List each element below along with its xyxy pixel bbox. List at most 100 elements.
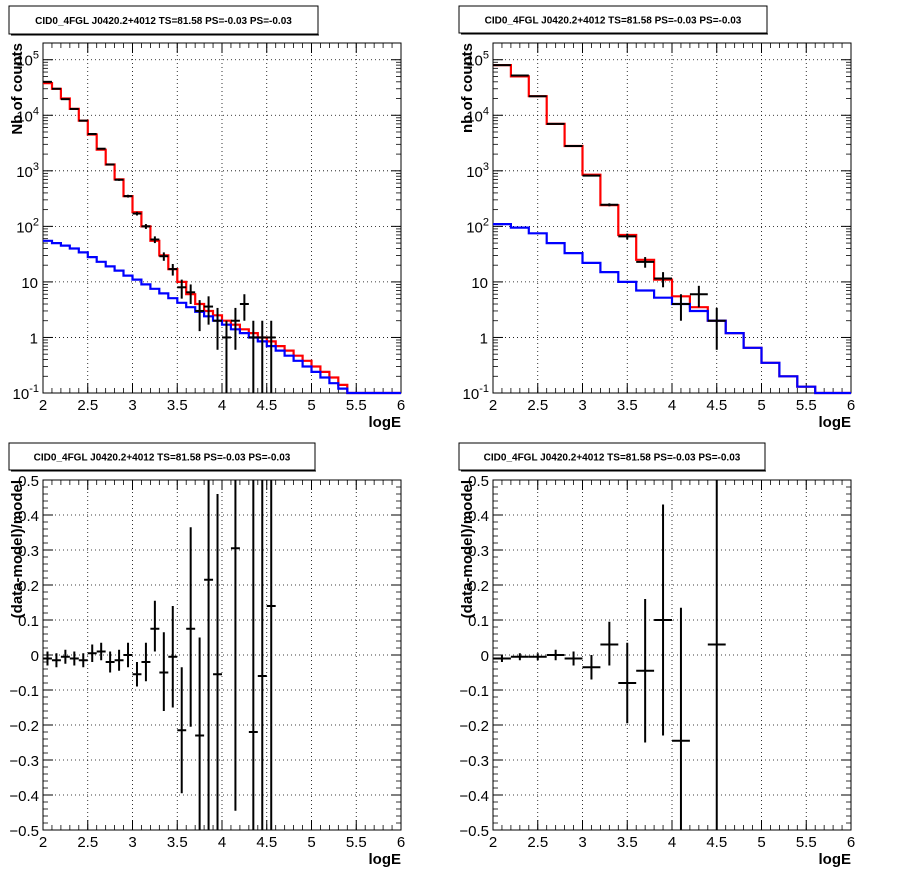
x-tick-label: 2.5 <box>77 397 98 414</box>
y-tick-label: 10-1 <box>463 383 489 403</box>
residual-point <box>248 480 258 830</box>
y-tick-label: 103 <box>466 161 489 181</box>
data-point <box>618 233 637 240</box>
x-tick-label: 6 <box>397 834 405 851</box>
x-tick-label: 5 <box>757 397 765 414</box>
x-axis-title: logE <box>819 851 852 868</box>
y-tick-label: −0.3 <box>9 753 39 770</box>
residual-point <box>78 653 88 668</box>
chart-panel-1: 2 2.5 3 3.5 4 4.5 5 5.5 6 10-1 1 10 102 103 104 105 logE… <box>8 5 405 431</box>
y-tick-label: −0.4 <box>459 788 489 805</box>
residual-point <box>654 504 672 736</box>
chart-title: CID0_4FGL J0420.2+4012 TS=81.58 PS=-0.03… <box>485 16 742 27</box>
x-tick-label: 4 <box>218 834 226 851</box>
residual-point <box>257 480 267 830</box>
chart-title: CID0_4FGL J0420.2+4012 TS=81.58 PS=-0.03… <box>34 453 291 464</box>
x-tick-label: 4 <box>668 834 676 851</box>
y-tick-label: 1 <box>30 330 38 347</box>
data-point <box>168 264 178 276</box>
x-tick-label: 4.5 <box>706 834 727 851</box>
residual-point <box>672 607 690 830</box>
data-point <box>582 174 601 177</box>
residual-point <box>618 642 637 724</box>
residual-point <box>87 644 97 662</box>
x-tick-label: 3.5 <box>167 834 188 851</box>
y-tick-label: 105 <box>16 50 39 70</box>
x-tick-label: 3.5 <box>617 834 638 851</box>
x-tick-label: 5 <box>307 397 315 414</box>
data-point <box>672 294 690 321</box>
y-tick-label: 0.1 <box>468 613 489 630</box>
residual-point <box>60 649 70 664</box>
x-tick-label: 3.5 <box>167 397 188 414</box>
y-tick-label: 0 <box>481 648 489 665</box>
x-tick-label: 3 <box>578 834 586 851</box>
y-tick-label: −0.5 <box>459 823 489 840</box>
x-tick-label: 5.5 <box>796 834 817 851</box>
data-point <box>654 272 672 288</box>
x-tick-label: 6 <box>847 397 855 414</box>
data-point <box>159 252 169 261</box>
data-point <box>87 133 97 136</box>
y-tick-label: −0.3 <box>459 753 489 770</box>
residual-point <box>141 642 151 682</box>
x-tick-label: 6 <box>847 834 855 851</box>
title-box <box>458 442 766 471</box>
x-tick-label: 2 <box>39 397 47 414</box>
x-tick-label: 5.5 <box>346 397 367 414</box>
x-tick-label: 2.5 <box>77 834 98 851</box>
y-tick-label: 102 <box>466 216 489 236</box>
title-box <box>8 5 319 35</box>
y-tick-label: 10 <box>471 275 488 292</box>
chart-panel-3: 2 2.5 3 3.5 4 4.5 5 5.5 6 −0.5 −0.4 −0.3 −0.2 −0.1 0 0.… <box>8 442 405 868</box>
x-tick-label: 4 <box>218 397 226 414</box>
x-axis-title: logE <box>369 851 402 868</box>
x-tick-label: 3 <box>128 834 136 851</box>
data-point <box>248 320 258 393</box>
y-tick-label: 0.2 <box>468 578 489 595</box>
y-tick-label: −0.1 <box>459 683 489 700</box>
data-point <box>689 285 708 308</box>
residual-point <box>546 649 565 661</box>
x-axis-title: logE <box>369 414 402 431</box>
residual-point <box>213 494 222 830</box>
plot-frame <box>42 479 402 831</box>
residual-point <box>168 606 178 708</box>
residual-point <box>150 600 160 652</box>
y-tick-label: 0.3 <box>18 543 39 560</box>
x-tick-label: 5.5 <box>346 834 367 851</box>
residual-point <box>132 662 142 687</box>
x-tick-label: 2 <box>489 834 497 851</box>
x-tick-label: 4.5 <box>256 397 277 414</box>
y-tick-label: 0.1 <box>18 613 39 630</box>
x-tick-label: 3 <box>578 397 586 414</box>
y-tick-label: −0.2 <box>9 718 39 735</box>
x-tick-label: 2 <box>39 834 47 851</box>
data-point <box>213 307 222 350</box>
y-tick-label: −0.1 <box>9 683 39 700</box>
data-point <box>114 178 124 181</box>
data-point <box>132 211 142 216</box>
y-tick-label: 10 <box>21 275 38 292</box>
data-point <box>105 163 115 166</box>
y-tick-label: 0.5 <box>18 473 39 490</box>
data-point <box>204 296 214 325</box>
y-tick-label: 103 <box>16 161 39 181</box>
residual-point <box>600 621 619 666</box>
residual-point <box>528 653 547 661</box>
residual-point <box>510 653 529 661</box>
residual-point <box>493 655 511 662</box>
data-point <box>78 119 88 122</box>
y-tick-label: 0.2 <box>18 578 39 595</box>
x-tick-label: 2 <box>489 397 497 414</box>
data-point <box>546 122 565 125</box>
y-tick-label: 104 <box>466 105 489 125</box>
y-axis-title: nb of counts <box>459 43 476 133</box>
data-point <box>69 107 79 110</box>
y-tick-label: 1 <box>480 330 488 347</box>
y-tick-label: −0.5 <box>9 823 39 840</box>
data-point <box>564 144 583 147</box>
y-tick-label: −0.2 <box>459 718 489 735</box>
residual-point <box>564 651 583 666</box>
